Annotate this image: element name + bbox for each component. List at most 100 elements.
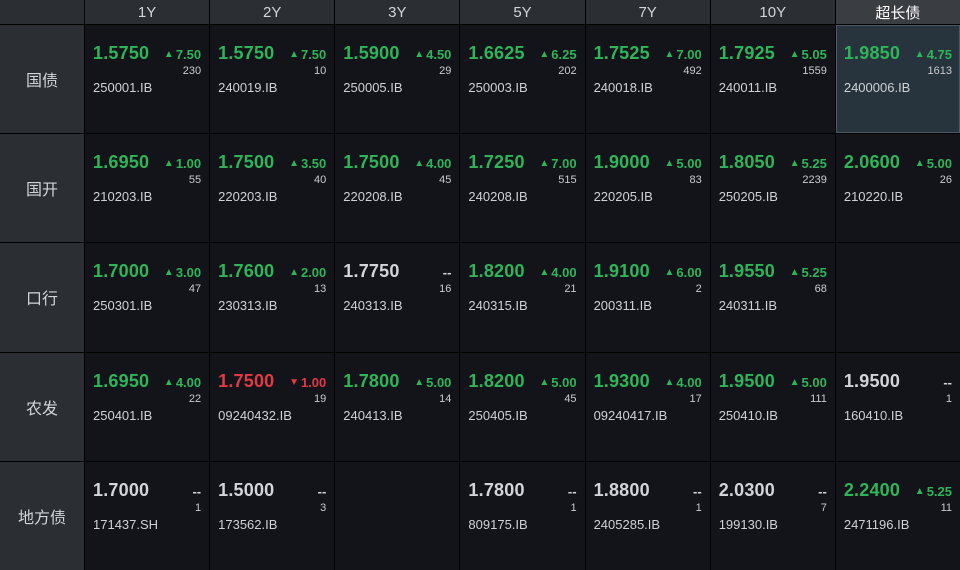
column-header-5y[interactable]: 5Y <box>460 0 585 24</box>
quote-cell[interactable]: 1.5900 ▲ 4.50 29 250005.IB <box>335 25 460 134</box>
quote-cell[interactable]: 1.8050 ▲ 5.25 2239 250205.IB <box>710 134 835 243</box>
quote-cell[interactable]: 1.9300 ▲ 4.00 17 09240417.IB <box>585 352 710 461</box>
trade-count: 1 <box>945 392 952 405</box>
change-indicator: -- <box>818 484 827 499</box>
quote-cell[interactable]: 1.6625 ▲ 6.25 202 250003.IB <box>460 25 585 134</box>
column-header-超长债[interactable]: 超长债 <box>835 0 960 24</box>
yield-value: 1.7925 <box>718 43 775 63</box>
change-value: -- <box>693 483 702 499</box>
triangle-up-icon: ▲ <box>414 49 425 60</box>
trade-count: 68 <box>814 283 827 296</box>
quote-cell[interactable]: 1.8200 ▲ 5.00 45 250405.IB <box>460 352 585 461</box>
bond-code: 160410.IB <box>843 407 904 423</box>
trade-count: 202 <box>558 65 577 77</box>
row-header[interactable]: 口行 <box>0 243 84 352</box>
column-header-3y[interactable]: 3Y <box>335 0 460 24</box>
yield-value: 1.5750 <box>93 43 150 63</box>
column-header-1y[interactable]: 1Y <box>85 0 210 24</box>
quote-cell[interactable]: 2.2400 ▲ 5.25 11 2471196.IB <box>835 461 960 570</box>
quote-cell[interactable]: 1.6950 ▲ 1.00 55 210203.IB <box>85 134 210 243</box>
quote-cell[interactable]: 1.9100 ▲ 6.00 2 200311.IB <box>585 243 710 352</box>
change-indicator: ▲ 4.00 <box>164 375 201 390</box>
quote-cell[interactable]: 1.7000 ▲ 3.00 47 250301.IB <box>85 243 210 352</box>
quote-cell[interactable]: 1.7800 -- 1 809175.IB <box>460 461 585 570</box>
change-indicator: ▲ 5.00 <box>664 156 701 171</box>
quote-cell[interactable]: 1.6950 ▲ 4.00 22 250401.IB <box>85 352 210 461</box>
triangle-down-icon: ▼ <box>289 376 299 388</box>
quote-cell[interactable]: 1.9550 ▲ 5.25 68 240311.IB <box>710 243 835 352</box>
quote-cell[interactable]: 1.7250 ▲ 7.00 515 240208.IB <box>460 134 585 243</box>
column-header-7y[interactable]: 7Y <box>585 0 710 24</box>
row-header[interactable]: 农发 <box>0 352 84 461</box>
quote-cell[interactable]: 1.9500 -- 1 160410.IB <box>835 352 960 461</box>
triangle-up-icon: ▲ <box>163 376 174 388</box>
change-indicator: ▲ 7.50 <box>164 47 201 62</box>
row-header[interactable]: 国开 <box>0 134 84 243</box>
quote-cell[interactable]: 1.7500 ▲ 4.00 45 220208.IB <box>335 134 460 243</box>
quote-cell[interactable]: 1.7600 ▲ 2.00 13 230313.IB <box>210 243 335 352</box>
quote-cell[interactable]: 1.7525 ▲ 7.00 492 240018.IB <box>585 25 710 134</box>
trade-count: 230 <box>182 65 202 77</box>
yield-value: 1.9550 <box>718 261 775 282</box>
trade-count: 26 <box>939 174 952 187</box>
quote-cell[interactable]: 1.5750 ▲ 7.50 230 250001.IB <box>85 25 210 134</box>
row-header[interactable]: 地方债 <box>0 461 84 570</box>
trade-count: 83 <box>689 174 702 187</box>
yield-value: 1.8200 <box>468 261 525 282</box>
quote-cell[interactable]: 1.7500 ▲ 3.50 40 220203.IB <box>210 134 335 243</box>
yield-value: 1.9300 <box>593 370 650 391</box>
triangle-up-icon: ▲ <box>539 267 550 279</box>
change-value: 5.00 <box>551 374 577 390</box>
triangle-up-icon: ▲ <box>789 376 800 388</box>
quote-cell[interactable]: 2.0300 -- 7 199130.IB <box>710 461 835 570</box>
quote-cell[interactable]: 1.9850 ▲ 4.75 1613 2400006.IB <box>835 25 960 134</box>
change-value: 7.00 <box>551 156 577 172</box>
change-value: 5.00 <box>676 156 702 172</box>
yield-value: 1.9500 <box>718 370 775 391</box>
quote-cell[interactable]: 1.8800 -- 1 2405285.IB <box>585 461 710 570</box>
yield-value: 1.6950 <box>93 152 150 173</box>
quote-cell[interactable]: 1.7000 -- 1 171437.SH <box>85 461 210 570</box>
quote-cell[interactable]: 1.9500 ▲ 5.00 111 250410.IB <box>710 352 835 461</box>
quote-cell[interactable]: 1.5000 -- 3 173562.IB <box>210 461 335 570</box>
change-indicator: ▲ 1.00 <box>164 156 201 171</box>
row-header[interactable]: 国债 <box>0 25 84 134</box>
column-header-2y[interactable]: 2Y <box>210 0 335 24</box>
yield-value: 1.7250 <box>468 152 525 173</box>
bond-code: 09240432.IB <box>218 407 292 423</box>
change-indicator: ▲ 5.00 <box>790 375 827 390</box>
change-value: 6.00 <box>676 265 702 281</box>
column-header-10y[interactable]: 10Y <box>710 0 835 24</box>
quote-cell[interactable]: 1.8200 ▲ 4.00 21 240315.IB <box>460 243 585 352</box>
triangle-up-icon: ▲ <box>789 49 800 60</box>
change-value: 3.50 <box>300 156 327 172</box>
quote-cell[interactable]: 1.7500 ▼ 1.00 19 09240432.IB <box>210 352 335 461</box>
trade-count: 1 <box>570 501 577 514</box>
change-indicator: ▲ 4.50 <box>414 47 451 62</box>
change-indicator: ▲ 4.00 <box>414 156 451 171</box>
triangle-up-icon: ▲ <box>414 158 425 170</box>
yield-value: 1.5750 <box>218 43 275 63</box>
bond-code: 250405.IB <box>468 407 528 423</box>
change-value: 6.25 <box>551 47 577 62</box>
yield-value: 1.7000 <box>93 261 150 282</box>
quote-cell[interactable]: 2.0600 ▲ 5.00 26 210220.IB <box>835 134 960 243</box>
quote-cell[interactable]: 1.7800 ▲ 5.00 14 240413.IB <box>335 352 460 461</box>
quote-cell[interactable]: 1.9000 ▲ 5.00 83 220205.IB <box>585 134 710 243</box>
yield-value: 1.7525 <box>593 43 650 63</box>
bond-code: 2405285.IB <box>593 516 661 532</box>
change-indicator: -- <box>693 484 702 499</box>
bond-code: 250003.IB <box>468 80 528 95</box>
change-indicator: ▲ 4.00 <box>664 375 701 390</box>
triangle-up-icon: ▲ <box>539 158 550 170</box>
quote-cell[interactable]: 1.5750 ▲ 7.50 10 240019.IB <box>210 25 335 134</box>
quote-cell[interactable]: 1.7925 ▲ 5.05 1559 240011.IB <box>710 25 835 134</box>
trade-count: 3 <box>320 501 327 514</box>
empty-cell <box>835 243 960 352</box>
quote-cell[interactable]: 1.7750 -- 16 240313.IB <box>335 243 460 352</box>
triangle-up-icon: ▲ <box>539 49 550 60</box>
trade-count: 45 <box>564 392 577 405</box>
change-indicator: ▲ 7.00 <box>539 156 576 171</box>
trade-count: 22 <box>188 392 202 405</box>
